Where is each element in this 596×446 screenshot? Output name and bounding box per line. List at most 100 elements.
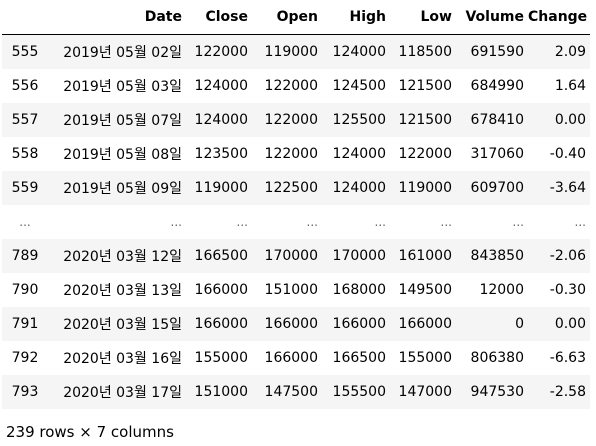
cell-change: -6.63 — [549, 350, 586, 366]
cell-close: 166500 — [194, 248, 248, 264]
table-row: 555 2019년 05월 02일 122000 119000 124000 118500… — [2, 34, 590, 69]
cell-volume: 12000 — [479, 282, 524, 298]
table-row: 789 2020년 03월 12일 166500 170000 170000 161000… — [2, 239, 590, 273]
row-index: 559 — [11, 180, 39, 196]
cell-high: 155500 — [332, 384, 386, 400]
cell-low: 121500 — [398, 78, 452, 94]
cell-date: 2020년 03월 16일 — [63, 351, 182, 367]
cell-low: 147000 — [398, 384, 452, 400]
cell-high: 166000 — [332, 316, 386, 332]
cell-close: ... — [236, 215, 248, 229]
cell-date: 2019년 05월 09일 — [63, 181, 182, 197]
cell-open: 122500 — [264, 180, 318, 196]
cell-high: 124000 — [332, 180, 386, 196]
cell-date: 2019년 05월 03일 — [63, 79, 182, 95]
cell-change: 1.64 — [554, 78, 586, 94]
row-index: 557 — [11, 112, 39, 128]
cell-date: 2020년 03월 15일 — [63, 317, 182, 333]
row-index: 789 — [11, 248, 39, 264]
table-header: Date Close Open High Low Volume Change — [2, 0, 590, 35]
cell-high: 125500 — [332, 112, 386, 128]
cell-open: 119000 — [264, 44, 318, 60]
table-row: 790 2020년 03월 13일 166000 151000 168000 149500… — [2, 273, 590, 307]
cell-high: 124000 — [332, 146, 386, 162]
cell-date: 2020년 03월 12일 — [63, 249, 182, 265]
cell-low: 121500 — [398, 112, 452, 128]
cell-open: 122000 — [264, 146, 318, 162]
cell-change: 0.00 — [554, 316, 586, 332]
cell-close: 155000 — [194, 350, 248, 366]
row-index: 558 — [11, 146, 39, 162]
cell-low: ... — [440, 215, 452, 229]
index-header — [2, 0, 48, 35]
cell-open: ... — [306, 215, 318, 229]
table-body: 555 2019년 05월 02일 122000 119000 124000 118500… — [2, 34, 590, 409]
cell-close: 119000 — [194, 180, 248, 196]
cell-volume: 678410 — [470, 112, 524, 128]
row-index: ... — [19, 215, 31, 229]
row-index: 555 — [11, 44, 39, 60]
cell-close: 124000 — [194, 78, 248, 94]
row-index: 793 — [11, 384, 39, 400]
cell-open: 166000 — [264, 350, 318, 366]
row-index: 790 — [11, 282, 39, 298]
cell-close: 166000 — [194, 282, 248, 298]
cell-low: 149500 — [398, 282, 452, 298]
table-row: 791 2020년 03월 15일 166000 166000 166000 166000… — [2, 307, 590, 341]
cell-volume: 691590 — [470, 44, 524, 60]
dataframe-table: Date Close Open High Low Volume Change 5… — [2, 0, 590, 409]
cell-change: -2.06 — [549, 248, 586, 264]
table-row: 559 2019년 05월 09일 119000 122500 124000 119000… — [2, 171, 590, 205]
cell-close: 151000 — [194, 384, 248, 400]
table-row: 556 2019년 05월 03일 124000 122000 124500 121500… — [2, 69, 590, 103]
cell-open: 122000 — [264, 78, 318, 94]
dataframe-output: Date Close Open High Low Volume Change 5… — [2, 0, 596, 409]
cell-high: 124500 — [332, 78, 386, 94]
column-header-low: Low — [390, 0, 456, 35]
cell-low: 166000 — [398, 316, 452, 332]
cell-volume: 609700 — [470, 180, 524, 196]
cell-close: 123500 — [194, 146, 248, 162]
cell-date: 2020년 03월 13일 — [63, 283, 182, 299]
column-header-close: Close — [186, 0, 252, 35]
cell-high: 168000 — [332, 282, 386, 298]
table-row: 558 2019년 05월 08일 123500 122000 124000 122000… — [2, 137, 590, 171]
table-row: 557 2019년 05월 07일 124000 122000 125500 121500… — [2, 103, 590, 137]
cell-low: 119000 — [398, 180, 452, 196]
cell-close: 122000 — [194, 44, 248, 60]
cell-high: 166500 — [332, 350, 386, 366]
cell-volume: 684990 — [470, 78, 524, 94]
cell-open: 170000 — [264, 248, 318, 264]
cell-volume: 317060 — [470, 146, 524, 162]
shape-summary: 239 rows × 7 columns — [6, 423, 174, 441]
cell-low: 122000 — [398, 146, 452, 162]
cell-volume: ... — [512, 215, 524, 229]
cell-date: 2020년 03월 17일 — [63, 385, 182, 401]
cell-open: 147500 — [264, 384, 318, 400]
row-index: 556 — [11, 78, 39, 94]
cell-change: 2.09 — [554, 44, 586, 60]
cell-low: 161000 — [398, 248, 452, 264]
cell-close: 124000 — [194, 112, 248, 128]
cell-high: 124000 — [332, 44, 386, 60]
row-index: 792 — [11, 350, 39, 366]
cell-date: 2019년 05월 02일 — [63, 45, 182, 61]
cell-change: -3.64 — [549, 180, 586, 196]
cell-volume: 806380 — [470, 350, 524, 366]
cell-date: ... — [170, 215, 182, 229]
cell-change: ... — [574, 215, 586, 229]
cell-open: 122000 — [264, 112, 318, 128]
cell-volume: 843850 — [470, 248, 524, 264]
cell-change: -0.30 — [549, 282, 586, 298]
column-header-date: Date — [48, 0, 186, 35]
column-header-open: Open — [252, 0, 322, 35]
column-header-high: High — [322, 0, 390, 35]
cell-volume: 947530 — [470, 384, 524, 400]
column-header-change: Change — [528, 0, 590, 35]
cell-high: 170000 — [332, 248, 386, 264]
table-row: 792 2020년 03월 16일 155000 166000 166500 155000… — [2, 341, 590, 375]
cell-low: 118500 — [398, 44, 452, 60]
header-row: Date Close Open High Low Volume Change — [2, 0, 590, 35]
cell-change: -0.40 — [549, 146, 586, 162]
cell-close: 166000 — [194, 316, 248, 332]
